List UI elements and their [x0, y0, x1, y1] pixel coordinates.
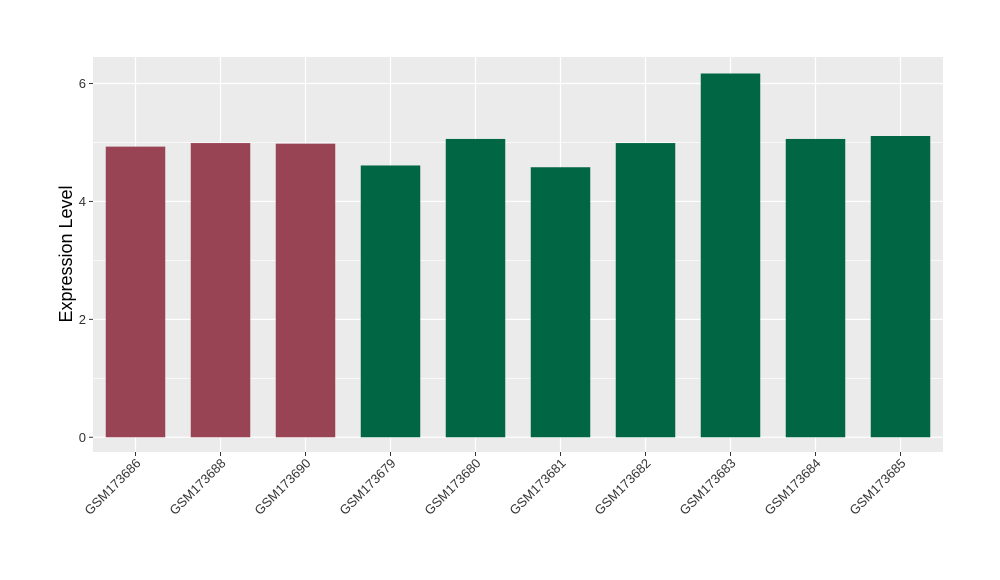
- bar-gsm173690: [275, 143, 336, 438]
- bar-gsm173686: [105, 146, 166, 438]
- y-tick-label: 4: [79, 194, 86, 209]
- y-tick-label: 2: [79, 312, 86, 327]
- bar-gsm173684: [785, 138, 846, 438]
- x-tick-label: GSM173683: [676, 456, 738, 518]
- bar-gsm173680: [445, 138, 506, 438]
- x-axis: GSM173686 GSM173688 GSM173690 GSM173679 GSM1…: [81, 452, 909, 518]
- x-tick-label: GSM173688: [166, 456, 228, 518]
- bar-gsm173679: [360, 165, 421, 438]
- y-axis-title: Expression Level: [56, 185, 76, 322]
- x-tick-label: GSM173686: [81, 456, 143, 518]
- x-tick-label: GSM173684: [761, 456, 823, 518]
- x-tick-label: GSM173679: [336, 456, 398, 518]
- bar-gsm173681: [530, 167, 591, 438]
- bar-gsm173688: [190, 143, 251, 438]
- bar-gsm173682: [615, 143, 676, 438]
- y-tick-label: 6: [79, 76, 86, 91]
- bars: [105, 73, 931, 438]
- bar-gsm173685: [870, 136, 931, 438]
- x-tick-label: GSM173682: [591, 456, 653, 518]
- x-tick-label: GSM173680: [421, 456, 483, 518]
- x-tick-label: GSM173690: [251, 456, 313, 518]
- x-tick-label: GSM173685: [846, 456, 908, 518]
- y-axis: 0 2 4 6: [79, 76, 93, 445]
- bar-gsm173683: [700, 73, 761, 438]
- x-tick-label: GSM173681: [506, 456, 568, 518]
- y-tick-label: 0: [79, 430, 86, 445]
